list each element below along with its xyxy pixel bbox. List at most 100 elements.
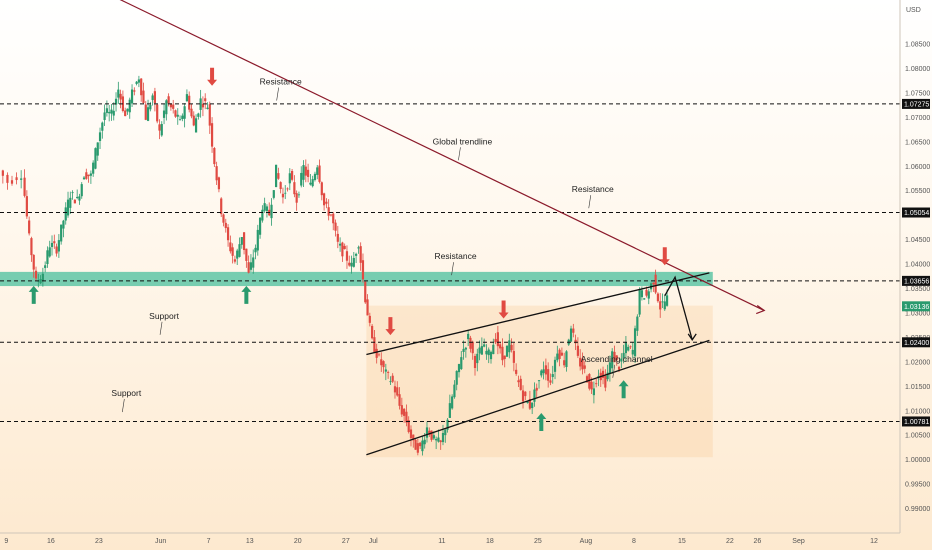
annotation-label: Support: [149, 311, 179, 321]
candle-body: [473, 355, 477, 369]
candle-body: [398, 394, 401, 406]
candle-body: [62, 220, 65, 229]
x-tick-label: 11: [438, 538, 445, 545]
candle-body: [309, 182, 312, 185]
candle-body: [441, 432, 445, 443]
level-price-box-text: 1.00781: [904, 419, 929, 426]
candle-body: [233, 259, 237, 262]
candle-body: [144, 104, 147, 120]
candle-body: [238, 244, 241, 257]
candle-body: [604, 375, 607, 388]
candle-body: [210, 123, 214, 147]
candle-body: [519, 378, 522, 390]
candle-body: [382, 361, 385, 368]
level-price-box: [902, 207, 930, 218]
candle-body: [659, 301, 662, 310]
candle-body: [652, 282, 655, 285]
candle-body: [270, 204, 273, 219]
candle-body: [437, 437, 440, 442]
y-tick-label: 0.99500: [905, 482, 930, 489]
candle-body: [547, 369, 550, 381]
annotation-label: Support: [111, 388, 141, 398]
candle-body: [23, 177, 26, 196]
candle-body: [229, 242, 232, 252]
annotation-leader: [159, 321, 163, 335]
x-tick-label: 7: [207, 538, 211, 545]
candle-body: [489, 351, 493, 360]
x-tick-label: 16: [47, 538, 55, 545]
candle-body: [364, 281, 367, 303]
candle-body: [608, 362, 612, 374]
y-tick-label: 1.07500: [905, 90, 930, 97]
candle-body: [556, 353, 559, 361]
candle-body: [613, 351, 616, 363]
candle-body: [293, 182, 296, 195]
candle-body: [265, 206, 269, 212]
arrow-up-icon: [618, 380, 629, 399]
candle-body: [640, 290, 644, 298]
candle-body: [501, 346, 504, 361]
candle-body: [563, 360, 566, 366]
candle-body: [126, 108, 129, 112]
candle-body: [544, 365, 547, 375]
candle-body: [551, 374, 554, 378]
candle-body: [103, 112, 106, 121]
candle-body: [167, 96, 170, 104]
candle-body: [66, 199, 70, 216]
candle-body: [254, 247, 257, 253]
candle-body: [407, 420, 410, 432]
candle-body: [76, 196, 79, 198]
candle-body: [643, 298, 646, 300]
candle-body: [645, 289, 648, 296]
y-tick-label: 1.04500: [905, 237, 930, 244]
candle-body: [428, 430, 431, 435]
candle-body: [156, 104, 159, 122]
candle-body: [663, 301, 666, 310]
candle-body: [105, 108, 108, 113]
candle-body: [208, 104, 211, 126]
candle-body: [130, 89, 134, 104]
level-price-box: [902, 337, 930, 348]
candle-body: [73, 199, 76, 204]
arrow-up-icon: [241, 285, 252, 304]
candle-body: [290, 171, 294, 180]
candle-body: [636, 316, 639, 331]
candle-body: [60, 224, 63, 242]
candle-body: [329, 214, 333, 216]
candle-body: [528, 399, 531, 409]
arrow-down-icon: [659, 247, 670, 266]
arrow-down-icon: [385, 317, 396, 336]
candle-body: [135, 81, 138, 84]
candle-body: [352, 257, 355, 267]
candle-body: [444, 429, 447, 436]
x-tick-label: 23: [95, 538, 103, 545]
candle-body: [647, 291, 650, 299]
candle-body: [178, 119, 182, 121]
candle-body: [80, 184, 83, 197]
y-tick-label: 1.07000: [905, 115, 930, 122]
candle-body: [542, 369, 545, 374]
candle-body: [311, 179, 314, 187]
candle-body: [558, 349, 561, 359]
candle-body: [85, 172, 88, 179]
annotation-leader: [451, 262, 454, 276]
candle-body: [421, 440, 424, 452]
candle-body: [96, 142, 99, 156]
annotation-leader: [588, 195, 592, 209]
candle-body: [231, 247, 234, 256]
candle-body: [112, 110, 115, 116]
annotation-leader: [276, 87, 279, 101]
candle-body: [569, 328, 573, 342]
annotation-label: Global trendline: [433, 136, 493, 146]
candle-body: [94, 148, 97, 169]
candle-body: [206, 107, 209, 110]
candle-body: [197, 113, 200, 117]
candle-body: [375, 348, 378, 358]
candle-body: [487, 349, 490, 356]
candle-body: [430, 430, 433, 440]
candle-body: [78, 196, 81, 201]
candle-body: [483, 344, 486, 347]
candle-body: [590, 381, 593, 390]
